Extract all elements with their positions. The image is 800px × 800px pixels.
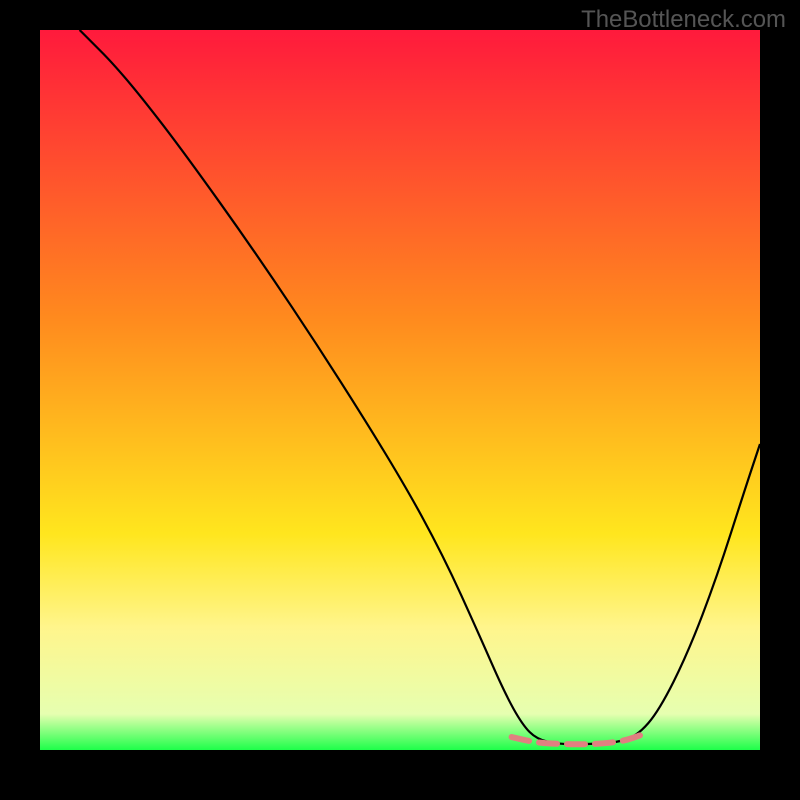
watermark-text: TheBottleneck.com (581, 6, 786, 34)
plot-gradient-area (40, 30, 760, 750)
chart-container: TheBottleneck.com (0, 0, 800, 800)
bottleneck-curve (80, 30, 760, 744)
curve-svg (40, 30, 760, 750)
